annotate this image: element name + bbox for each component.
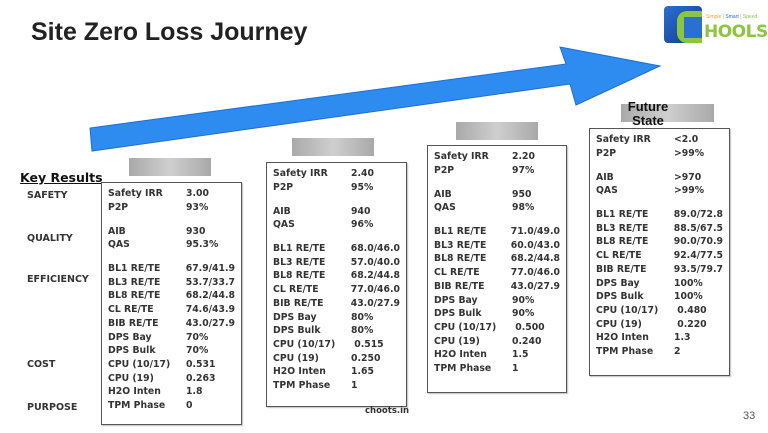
- metric-row: AIB >970: [596, 171, 702, 183]
- metric-row: AIB 940: [273, 205, 371, 217]
- metric-row: H2O Inten 1.8: [108, 386, 203, 398]
- metric-row: H2O Inten 1.3: [596, 332, 691, 344]
- metric-row: QAS 98%: [434, 202, 535, 214]
- metric-row: QAS >99%: [596, 185, 705, 197]
- metric-row: BL1 RE/TE 68.0/46.0: [273, 243, 400, 255]
- page-number: 33: [743, 410, 756, 422]
- metric-row: CPU (10/17) 0.515: [273, 338, 384, 350]
- metric-row: CL RE/TE 92.4/77.5: [596, 250, 723, 262]
- category-purpose: PURPOSE: [27, 402, 78, 413]
- category-efficiency: EFFICIENCY: [27, 274, 89, 285]
- metric-row: DPS Bulk 90%: [434, 308, 535, 320]
- category-cost: COST: [27, 359, 56, 370]
- metric-row: BL8 RE/TE 68.2/44.8: [273, 270, 400, 282]
- metric-row: P2P 95%: [273, 182, 374, 194]
- metric-row: DPS Bay 100%: [596, 277, 703, 289]
- metric-row: BL8 RE/TE 68.2/44.8: [108, 290, 235, 302]
- metric-row: CPU (19) 0.240: [434, 335, 542, 347]
- metric-row: CPU (10/17) 0.531: [108, 358, 216, 370]
- metric-row: DPS Bulk 100%: [596, 291, 703, 303]
- metric-row: TPM Phase 1: [434, 362, 519, 374]
- metric-row: Safety IRR 2.40: [273, 168, 374, 180]
- metric-row: CL RE/TE 77.0/46.0: [434, 267, 560, 279]
- future-state-box: Safety IRR <2.0 P2P >99% AIB >970 QAS >99% B…: [589, 128, 730, 376]
- metric-row: DPS Bay 90%: [434, 294, 535, 306]
- metric-row: BIB RE/TE 43.0/27.9: [273, 297, 400, 309]
- metric-row: DPS Bay 70%: [108, 331, 209, 343]
- stage-3-header-bar: [456, 122, 538, 140]
- slide-title: Site Zero Loss Journey: [31, 18, 308, 46]
- category-safety: SAFETY: [27, 190, 68, 201]
- metric-row: BL8 RE/TE 90.0/70.9: [596, 236, 723, 248]
- metric-row: BL3 RE/TE 60.0/43.0: [434, 239, 560, 251]
- metric-row: H2O Inten 1.65: [273, 366, 374, 378]
- metric-row: Safety IRR 2.20: [434, 151, 535, 163]
- metric-row: TPM Phase 1: [273, 379, 358, 391]
- metric-row: H2O Inten 1.5: [434, 349, 529, 361]
- metric-row: BL1 RE/TE 67.9/41.9: [108, 263, 235, 275]
- metric-row: P2P >99%: [596, 148, 705, 160]
- stage-2-box: Safety IRR 2.40 P2P 95% AIB 940 QAS 96% BL1 …: [266, 162, 407, 407]
- metric-row: BL3 RE/TE 53.7/33.7: [108, 276, 235, 288]
- metric-row: AIB 930: [108, 225, 206, 237]
- logo-tagline: Simple | Smart | Speed: [706, 14, 758, 20]
- metric-row: CPU (19) 0.263: [108, 372, 216, 384]
- metric-row: BIB RE/TE 43.0/27.9: [434, 280, 560, 292]
- metric-row: Safety IRR <2.0: [596, 134, 699, 146]
- metric-row: CL RE/TE 74.6/43.9: [108, 304, 235, 316]
- metric-row: QAS 96%: [273, 219, 374, 231]
- metric-row: CPU (10/17) 0.500: [434, 321, 545, 333]
- metric-row: TPM Phase 2: [596, 345, 681, 357]
- stage-1-box: Safety IRR 3.00 P2P 93% AIB 930 QAS 95.3% BL…: [101, 182, 242, 425]
- metric-row: BIB RE/TE 93.5/79.7: [596, 263, 723, 275]
- stage-1-header-bar: [129, 158, 211, 176]
- future-state-header-bar: [621, 104, 714, 122]
- metric-row: BIB RE/TE 43.0/27.9: [108, 317, 235, 329]
- stage-2-header-bar: [292, 138, 374, 156]
- metric-row: DPS Bay 80%: [273, 311, 374, 323]
- metric-row: TPM Phase 0: [108, 399, 193, 411]
- metric-row: P2P 97%: [434, 165, 535, 177]
- key-results-heading: Key Results: [20, 170, 103, 185]
- metric-row: CL RE/TE 77.0/46.0: [273, 284, 400, 296]
- choots-logo: Simple | Smart | Speed HOOLS: [664, 6, 768, 44]
- logo-wordmark: HOOLS: [704, 22, 768, 42]
- metric-row: DPS Bulk 70%: [108, 345, 209, 357]
- category-quality: QUALITY: [27, 233, 73, 244]
- metric-row: CPU (19) 0.220: [596, 318, 707, 330]
- metric-row: CPU (10/17) 0.480: [596, 304, 707, 316]
- metric-row: QAS 95.3%: [108, 239, 219, 251]
- metric-row: AIB 950: [434, 188, 532, 200]
- metric-row: BL8 RE/TE 68.2/44.8: [434, 253, 560, 265]
- metric-row: Safety IRR 3.00: [108, 188, 209, 200]
- stage-3-box: Safety IRR 2.20 P2P 97% AIB 950 QAS 98% BL1 …: [427, 145, 567, 393]
- metric-row: BL3 RE/TE 57.0/40.0: [273, 256, 400, 268]
- metric-row: BL1 RE/TE 71.0/49.0: [434, 226, 560, 238]
- metric-row: CPU (19) 0.250: [273, 352, 381, 364]
- metric-row: BL3 RE/TE 88.5/67.5: [596, 222, 723, 234]
- watermark: choots.in: [365, 406, 410, 416]
- metric-row: P2P 93%: [108, 202, 209, 214]
- metric-row: DPS Bulk 80%: [273, 325, 374, 337]
- future-state-label: Future State: [627, 99, 669, 128]
- metric-row: BL1 RE/TE 89.0/72.8: [596, 209, 723, 221]
